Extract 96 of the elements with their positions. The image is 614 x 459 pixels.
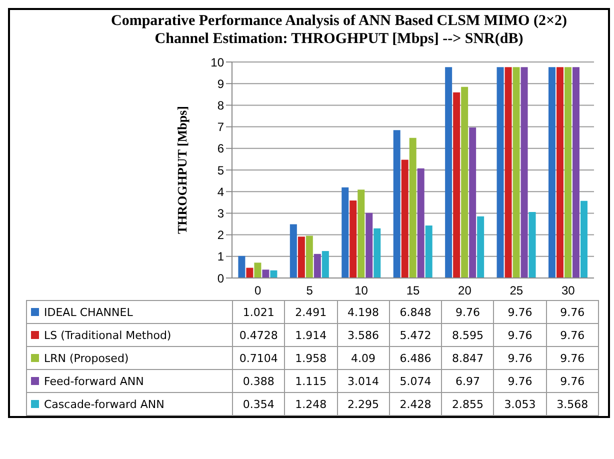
data-label: 3.586 bbox=[337, 324, 390, 346]
bar bbox=[504, 67, 512, 278]
bar bbox=[298, 236, 305, 278]
data-label: 9.76 bbox=[546, 370, 598, 392]
data-label: 8.847 bbox=[442, 346, 494, 370]
bar bbox=[425, 226, 432, 278]
bar bbox=[290, 224, 297, 278]
bar bbox=[409, 138, 416, 278]
data-label: 3.053 bbox=[494, 392, 546, 416]
bar bbox=[512, 67, 520, 278]
data-label: 6.486 bbox=[389, 346, 442, 370]
bar bbox=[461, 86, 468, 278]
y-tick-label: 6 bbox=[217, 142, 224, 156]
data-label: 0.7104 bbox=[232, 346, 285, 370]
y-tick-label: 9 bbox=[217, 76, 224, 91]
bar bbox=[520, 67, 528, 278]
bar bbox=[358, 190, 365, 278]
y-axis-title: THROGHPUT [Mbps] bbox=[174, 106, 190, 234]
data-label: 0.354 bbox=[232, 392, 285, 416]
data-label: 1.248 bbox=[284, 392, 338, 416]
data-label: 1.021 bbox=[232, 300, 285, 324]
bar bbox=[572, 67, 580, 278]
y-tick-label: 8 bbox=[217, 98, 224, 112]
bar bbox=[246, 268, 254, 278]
data-label: 3.014 bbox=[337, 370, 390, 392]
data-label: 9.76 bbox=[494, 300, 546, 324]
x-tick-label: 0 bbox=[254, 284, 262, 298]
bar bbox=[393, 130, 400, 278]
legend-label: IDEAL CHANNEL bbox=[26, 300, 232, 324]
bar bbox=[564, 67, 572, 278]
bar bbox=[306, 236, 313, 278]
bar bbox=[445, 67, 452, 278]
data-label: 2.855 bbox=[442, 392, 494, 416]
data-label: 1.914 bbox=[284, 324, 338, 346]
x-tick-label: 10 bbox=[354, 284, 368, 298]
legend-label: Cascade-forward ANN bbox=[26, 392, 232, 416]
chart-title: Comparative Performance Analysis of ANN Based CLSM MIMO (2×2) bbox=[110, 12, 568, 30]
y-tick-label: 7 bbox=[217, 120, 224, 134]
bar bbox=[350, 200, 357, 278]
bar bbox=[262, 270, 270, 278]
data-label: 1.958 bbox=[284, 346, 338, 370]
y-tick-label: 3 bbox=[217, 206, 224, 220]
data-label: 3.568 bbox=[546, 392, 598, 416]
data-label: 2.295 bbox=[337, 392, 390, 416]
data-label: 9.76 bbox=[546, 300, 598, 324]
data-label: 9.76 bbox=[442, 300, 494, 324]
bar bbox=[453, 92, 460, 278]
bar bbox=[469, 127, 476, 278]
bar bbox=[580, 200, 588, 278]
data-label: 6.848 bbox=[389, 300, 442, 324]
bar bbox=[401, 160, 408, 278]
data-label: 6.97 bbox=[442, 370, 494, 392]
bar bbox=[366, 212, 373, 278]
data-label: 5.472 bbox=[389, 324, 442, 346]
data-label: 9.76 bbox=[546, 346, 598, 370]
y-tick-label: 0 bbox=[217, 271, 224, 286]
bar bbox=[254, 262, 262, 278]
y-tick-label: 4 bbox=[217, 184, 224, 199]
x-tick-label: 20 bbox=[458, 284, 472, 298]
x-tick-label: 30 bbox=[561, 284, 576, 298]
legend-label: Feed-forward ANN bbox=[26, 370, 232, 392]
data-label: 5.074 bbox=[389, 370, 442, 392]
data-label: 2.428 bbox=[389, 392, 442, 416]
y-tick-label: 1 bbox=[217, 250, 224, 264]
bar bbox=[556, 67, 564, 278]
data-label: 9.76 bbox=[494, 370, 546, 392]
bar bbox=[417, 168, 424, 278]
data-label: 4.198 bbox=[337, 300, 390, 324]
y-tick-label: 2 bbox=[217, 228, 224, 242]
bar bbox=[322, 251, 329, 278]
data-label: 8.595 bbox=[442, 324, 494, 346]
data-label: 9.76 bbox=[494, 324, 546, 346]
data-label: 1.115 bbox=[284, 370, 338, 392]
y-tick-label: 10 bbox=[210, 55, 224, 70]
bar bbox=[528, 212, 536, 278]
chart-subtitle: Channel Estimation: THROGHPUT [Mbps] --> SNR(dB) bbox=[154, 30, 524, 48]
x-tick-label: 25 bbox=[510, 284, 524, 298]
data-label: 0.388 bbox=[232, 370, 285, 392]
legend-label: LS (Traditional Method) bbox=[26, 324, 232, 346]
x-tick-label: 5 bbox=[306, 284, 314, 298]
bar bbox=[374, 228, 381, 278]
bar bbox=[314, 254, 321, 278]
bar bbox=[496, 67, 504, 278]
bar bbox=[238, 256, 246, 278]
bar bbox=[477, 216, 484, 278]
data-label: 4.09 bbox=[337, 346, 390, 370]
y-tick-label: 5 bbox=[217, 163, 224, 178]
bar bbox=[548, 67, 556, 278]
data-label: 9.76 bbox=[546, 324, 598, 346]
bar bbox=[270, 270, 278, 278]
bar bbox=[342, 187, 349, 278]
legend-label: LRN (Proposed) bbox=[26, 346, 232, 370]
data-label: 9.76 bbox=[494, 346, 546, 370]
data-label: 2.491 bbox=[284, 300, 338, 324]
data-label: 0.4728 bbox=[232, 324, 285, 346]
x-tick-label: 15 bbox=[406, 284, 420, 298]
